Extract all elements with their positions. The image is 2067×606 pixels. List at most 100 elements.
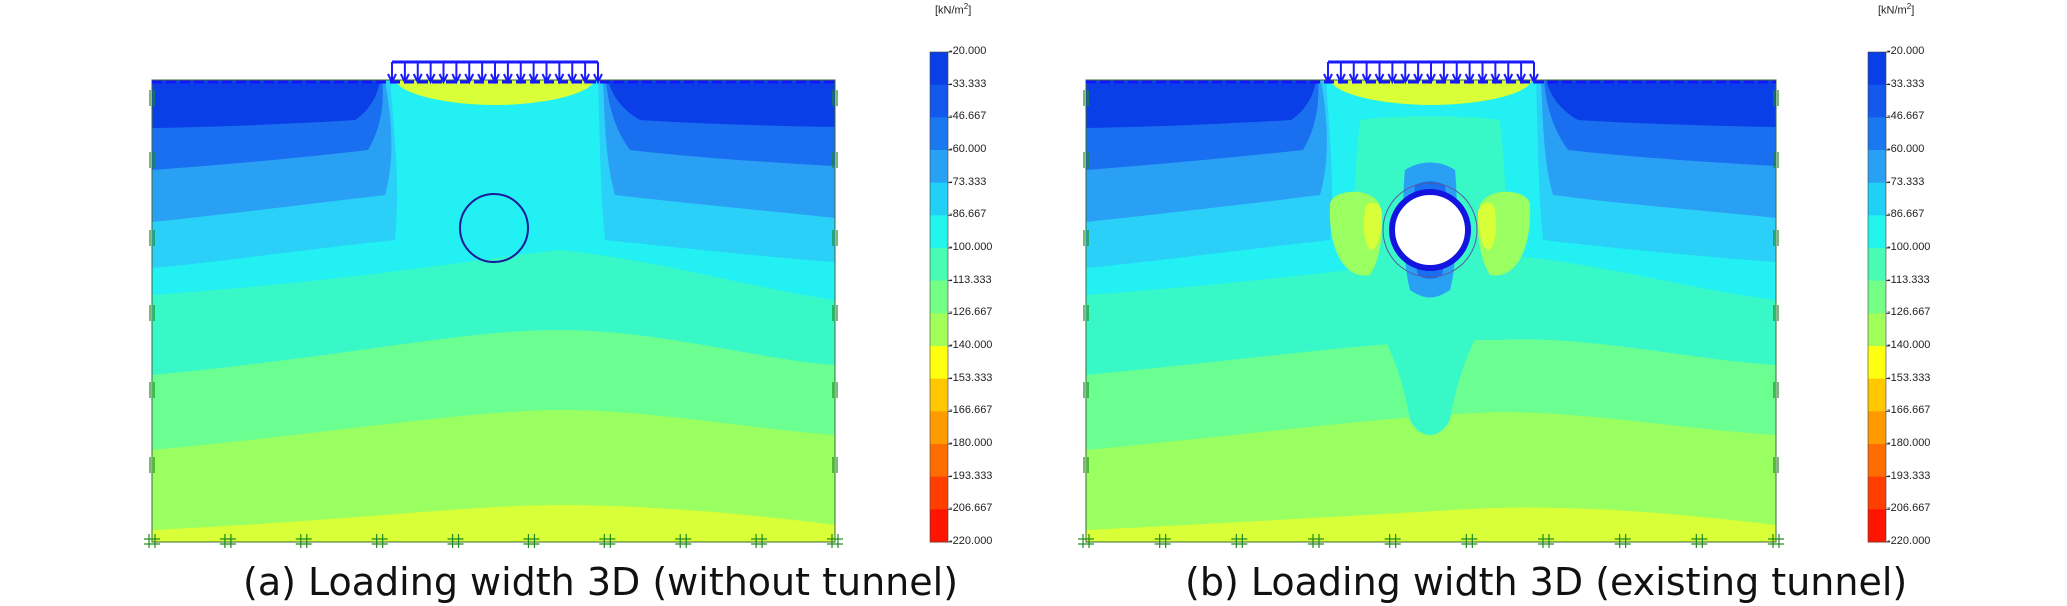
base-fixity-mark <box>675 534 692 548</box>
load-arrow <box>425 62 436 85</box>
zone-band <box>395 80 595 105</box>
legend-swatch <box>1868 248 1886 282</box>
load-arrow <box>451 62 462 85</box>
legend-swatch <box>1868 509 1886 543</box>
load-arrow <box>387 62 397 85</box>
base-fixity-mark <box>144 534 160 548</box>
side-roller-mark <box>149 90 155 106</box>
side-roller-mark <box>1773 152 1779 168</box>
load-arrow <box>1426 62 1436 85</box>
base-fixity-mark <box>1461 534 1478 548</box>
load-arrow <box>1335 62 1346 85</box>
base-fixity-mark <box>219 534 236 548</box>
legend-tick-label: -166.667 <box>1887 404 1931 417</box>
legend-swatch <box>930 444 948 478</box>
zone-band <box>1546 80 1776 127</box>
legend-swatch <box>930 248 948 282</box>
legend-tick-label: -86.667 <box>1887 208 1925 221</box>
legend-swatch <box>1868 84 1886 118</box>
load-arrow <box>1374 62 1385 85</box>
legend-swatch <box>930 182 948 216</box>
side-roller-mark <box>149 457 155 473</box>
side-roller-mark <box>1773 305 1779 321</box>
legend-swatch <box>1868 346 1886 380</box>
legend-swatch <box>1868 150 1886 184</box>
load-arrow <box>554 62 565 85</box>
side-roller-mark <box>149 230 155 246</box>
legend-tick-label: -220.000 <box>949 535 993 547</box>
side-roller-mark <box>1773 457 1779 473</box>
legend-swatch <box>1868 378 1886 412</box>
legend-tick-label: -206.667 <box>949 502 993 515</box>
base-fixity-mark <box>1768 534 1784 548</box>
zone-band <box>1363 202 1382 250</box>
legend-tick-label: -33.333 <box>1887 77 1925 90</box>
load-arrow <box>1348 62 1359 85</box>
base-fixity-mark <box>371 534 388 548</box>
base-fixity-mark <box>1231 534 1248 548</box>
base-fixity-mark <box>751 534 768 548</box>
distributed-load <box>387 60 603 85</box>
contour-plot-b <box>1078 51 1890 548</box>
legend-tick-label: -60.000 <box>1887 143 1925 155</box>
load-arrow <box>528 62 539 85</box>
load-arrow <box>412 62 423 85</box>
base-fixity-mark <box>599 534 616 548</box>
legend-tick-label: -140.000 <box>1887 339 1931 351</box>
load-arrow <box>593 62 603 85</box>
side-roller-mark <box>1773 382 1779 398</box>
load-arrow <box>1400 62 1411 85</box>
boundary-fixity-marks <box>1078 90 1784 548</box>
legend-colorbar-segments <box>1867 51 1890 543</box>
legend-swatch <box>1868 280 1886 314</box>
load-arrow <box>1438 62 1449 85</box>
side-roller-mark <box>1083 457 1089 473</box>
legend-swatch <box>930 150 948 184</box>
side-roller-mark <box>832 305 838 321</box>
legend-tick-label: -100.000 <box>1887 241 1931 253</box>
base-fixity-mark <box>1384 534 1401 548</box>
legend-unit: [kN/m2] <box>935 2 972 17</box>
legend-tick-label: -180.000 <box>949 437 993 449</box>
load-arrow <box>1361 62 1372 85</box>
panel-b: [kN/m2] -20.000 -33.333 -46.667 -60.000 -73.… <box>1030 0 2067 606</box>
side-roller-mark <box>832 152 838 168</box>
side-roller-mark <box>832 90 838 106</box>
side-roller-mark <box>832 382 838 398</box>
load-arrow <box>490 62 500 85</box>
legend-tick-label: -73.333 <box>949 175 987 188</box>
legend-tick-label: -100.000 <box>949 241 993 253</box>
legend-tick-label: -126.667 <box>949 306 993 319</box>
legend-swatch <box>930 215 948 249</box>
load-arrow <box>1477 62 1488 85</box>
legend-tick-label: -126.667 <box>1887 306 1931 319</box>
load-arrow <box>1529 62 1539 85</box>
side-roller-mark <box>1083 230 1089 246</box>
load-arrow <box>1413 62 1424 85</box>
base-fixity-mark <box>447 534 464 548</box>
legend-tick-label: -193.333 <box>1887 469 1931 482</box>
legend-tick-label: -20.000 <box>949 45 987 57</box>
legend-swatch <box>930 378 948 412</box>
load-arrow <box>477 62 488 85</box>
load-arrow <box>1503 62 1514 85</box>
tunnel-outline <box>459 193 529 263</box>
legend-tick-label: -220.000 <box>1887 535 1931 547</box>
side-roller-mark <box>149 152 155 168</box>
legend-swatch <box>930 509 948 543</box>
legend-unit: [kN/m2] <box>1878 2 1915 17</box>
zone-band <box>1330 80 1532 105</box>
legend-tick-label: -166.667 <box>949 404 993 417</box>
legend-swatch <box>1868 444 1886 478</box>
side-roller-mark <box>149 382 155 398</box>
load-arrow <box>1490 62 1501 85</box>
load-arrow <box>399 62 410 85</box>
side-roller-mark <box>1083 382 1089 398</box>
zone-band <box>1086 80 1316 128</box>
legend-swatch <box>1868 182 1886 216</box>
legend-swatch <box>1868 52 1886 86</box>
zone-band <box>152 80 380 128</box>
load-arrow <box>502 62 513 85</box>
legend-swatch <box>930 346 948 380</box>
zone-band <box>608 80 835 127</box>
